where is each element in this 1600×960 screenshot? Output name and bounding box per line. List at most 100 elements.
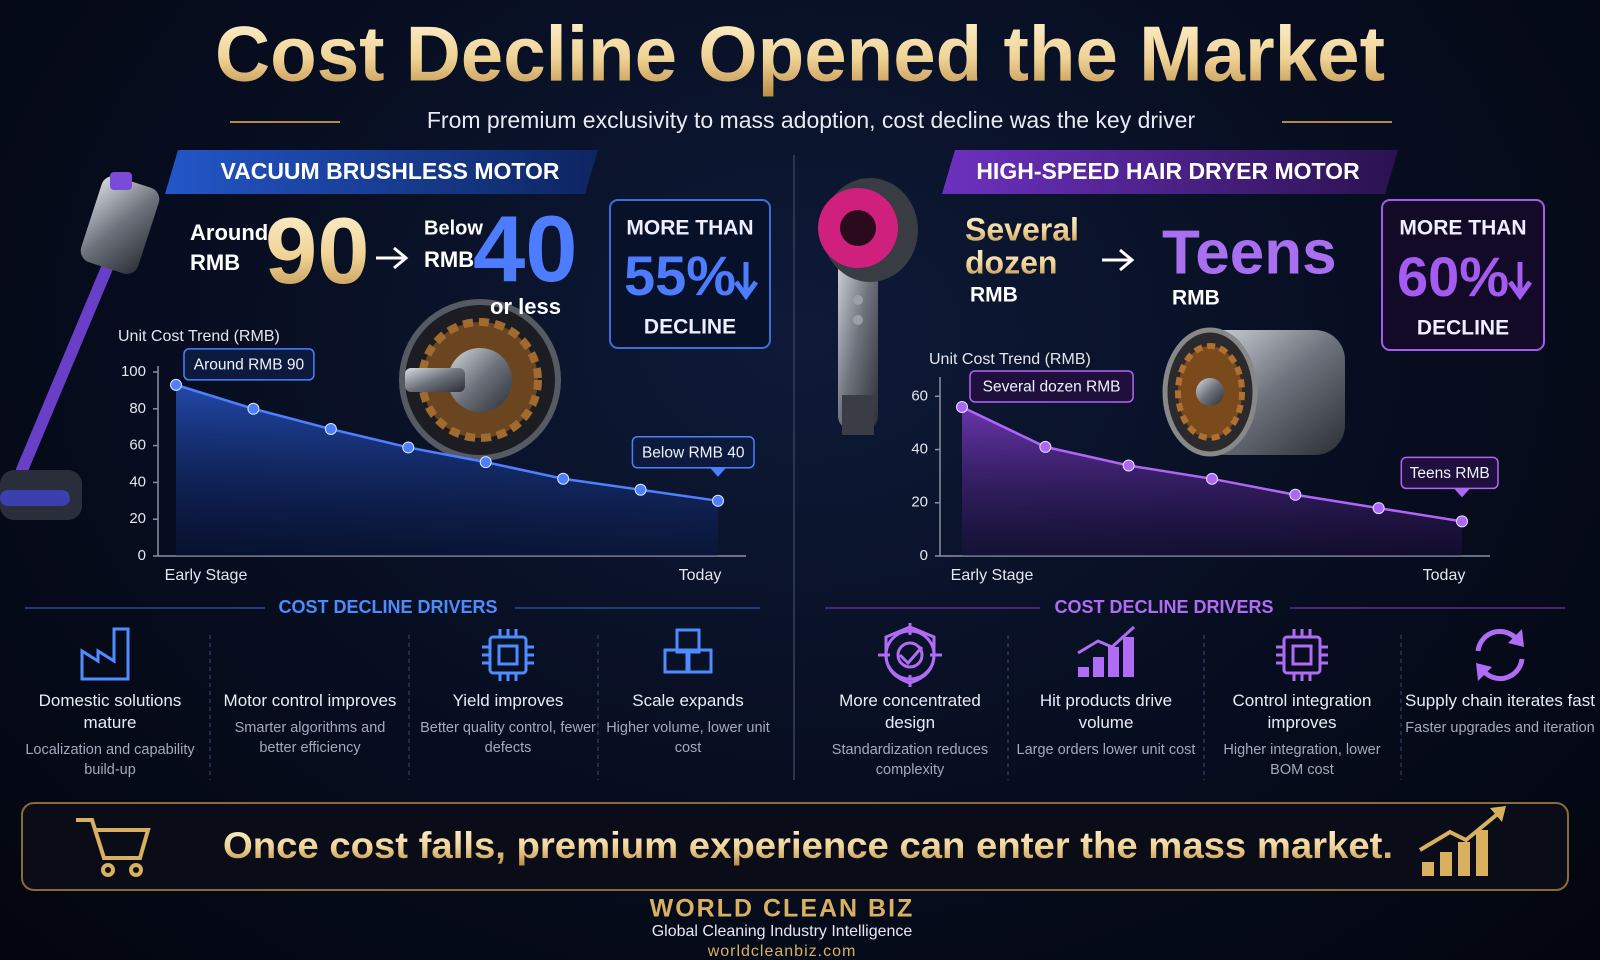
point [1289, 488, 1302, 501]
motor-illustration [399, 299, 561, 461]
annotation-box [969, 370, 1134, 403]
driver-title: Motor control improves [223, 691, 397, 710]
banner [21, 802, 1569, 891]
driver-title: Hit products drive volume [1039, 691, 1173, 732]
y-tick-label: 0 [138, 547, 146, 564]
to-suffix: or less [490, 294, 561, 319]
driver-title: Yield improves [452, 691, 564, 710]
point [712, 494, 724, 507]
badge-top: MORE THAN [626, 217, 753, 240]
point [324, 423, 337, 436]
driver-icon [1475, 629, 1525, 681]
driver-title: More concentrated design [839, 691, 981, 732]
icon-shape [497, 644, 519, 666]
y-tick-label: 20 [911, 494, 928, 511]
icon-shape [1123, 637, 1134, 677]
driver-title: Control integration improves [1232, 691, 1372, 732]
driver-desc: Large orders lower unit cost [1016, 742, 1196, 758]
growth-icon [1418, 806, 1506, 876]
annotation-pointer [710, 467, 726, 477]
driver: Hit products drive volume Large orders lo… [1011, 690, 1201, 760]
driver-desc: Higher integration, lower BOM cost [1223, 742, 1381, 778]
to-value: Teens [1162, 218, 1337, 287]
badge [1381, 199, 1545, 351]
y-tick-label: 40 [911, 441, 928, 458]
annotation-pointer [1454, 488, 1470, 498]
point [557, 472, 570, 485]
icon-shape [884, 625, 936, 685]
to-prefix: Below [424, 217, 483, 239]
icon-shape [1078, 667, 1089, 677]
to-unit: RMB [1172, 287, 1220, 310]
tagline: Global Cleaning Industry Intelligence [652, 923, 913, 940]
icon-shape [896, 641, 924, 669]
subtitle: From premium exclusivity to mass adoptio… [427, 107, 1196, 133]
point [170, 378, 182, 391]
url: worldcleanbiz.com [707, 943, 857, 960]
badge-bottom: DECLINE [1417, 317, 1509, 340]
panel-heading: HIGH-SPEED HAIR DRYER MOTOR [976, 158, 1360, 184]
brand: WORLD CLEAN BIZ [650, 895, 915, 923]
badge-value: 60% [1397, 245, 1509, 308]
driver: More concentrated design Standardization … [815, 690, 1005, 780]
icon-shape [884, 629, 936, 681]
x-tick-label: Early Stage [951, 567, 1034, 584]
arrow [376, 246, 409, 270]
drivers-title: COST DECLINE DRIVERS [1054, 597, 1273, 617]
down-arrow [1507, 262, 1533, 301]
driver-desc: Standardization reduces complexity [831, 742, 989, 778]
driver-desc: Faster upgrades and iteration [1405, 720, 1595, 736]
driver-icon [80, 627, 130, 681]
vacuum-illustration [0, 172, 160, 520]
title: Cost Decline Opened the Market [215, 10, 1385, 98]
point [479, 456, 492, 469]
arrow [1102, 248, 1135, 272]
panel-heading: VACUUM BRUSHLESS MOTOR [220, 158, 559, 184]
annotation-box [183, 348, 315, 381]
point [1122, 459, 1135, 472]
icon-shape [878, 623, 942, 687]
x-tick-label: Today [679, 567, 722, 584]
point [1206, 472, 1218, 485]
annotation: Below RMB 40 [642, 444, 745, 461]
icon-shape [80, 627, 130, 681]
annotation-box [631, 436, 755, 469]
point [634, 483, 647, 496]
icon-shape [488, 635, 528, 675]
down-arrow [733, 262, 759, 301]
driver-desc: Better quality control, fewer defects [420, 720, 596, 756]
driver-icon [1077, 625, 1136, 677]
y-tick-label: 60 [129, 437, 146, 454]
from-line: dozen [965, 244, 1057, 280]
area [176, 384, 718, 556]
to-value: 40 [473, 196, 578, 301]
heading-bar [165, 150, 598, 194]
icon-shape [1093, 657, 1104, 677]
point [1372, 502, 1385, 515]
point [1039, 440, 1052, 453]
driver: Scale expands Higher volume, lower unit c… [593, 690, 783, 758]
driver-icon [663, 628, 713, 674]
y-tick-label: 100 [121, 363, 146, 380]
chart-title: Unit Cost Trend (RMB) [118, 328, 280, 345]
driver-desc: Localization and capability build-up [25, 742, 195, 778]
driver-icon [878, 623, 942, 687]
icon-shape [1291, 644, 1313, 666]
from-unit: RMB [190, 250, 240, 275]
driver-title: Scale expands [632, 691, 744, 710]
dryer-illustration [818, 178, 918, 435]
from-prefix: Around [190, 220, 268, 245]
icon-shape [687, 648, 713, 674]
point [1456, 515, 1468, 528]
badge-top: MORE THAN [1399, 217, 1526, 240]
driver-icon [1276, 629, 1328, 681]
y-tick-label: 40 [129, 473, 146, 490]
icon-shape [1077, 625, 1136, 655]
annotation: Teens RMB [1410, 465, 1490, 482]
x-tick-label: Today [1423, 567, 1466, 584]
line [175, 383, 719, 503]
icon-shape [663, 648, 689, 674]
heading-bar [942, 150, 1398, 194]
